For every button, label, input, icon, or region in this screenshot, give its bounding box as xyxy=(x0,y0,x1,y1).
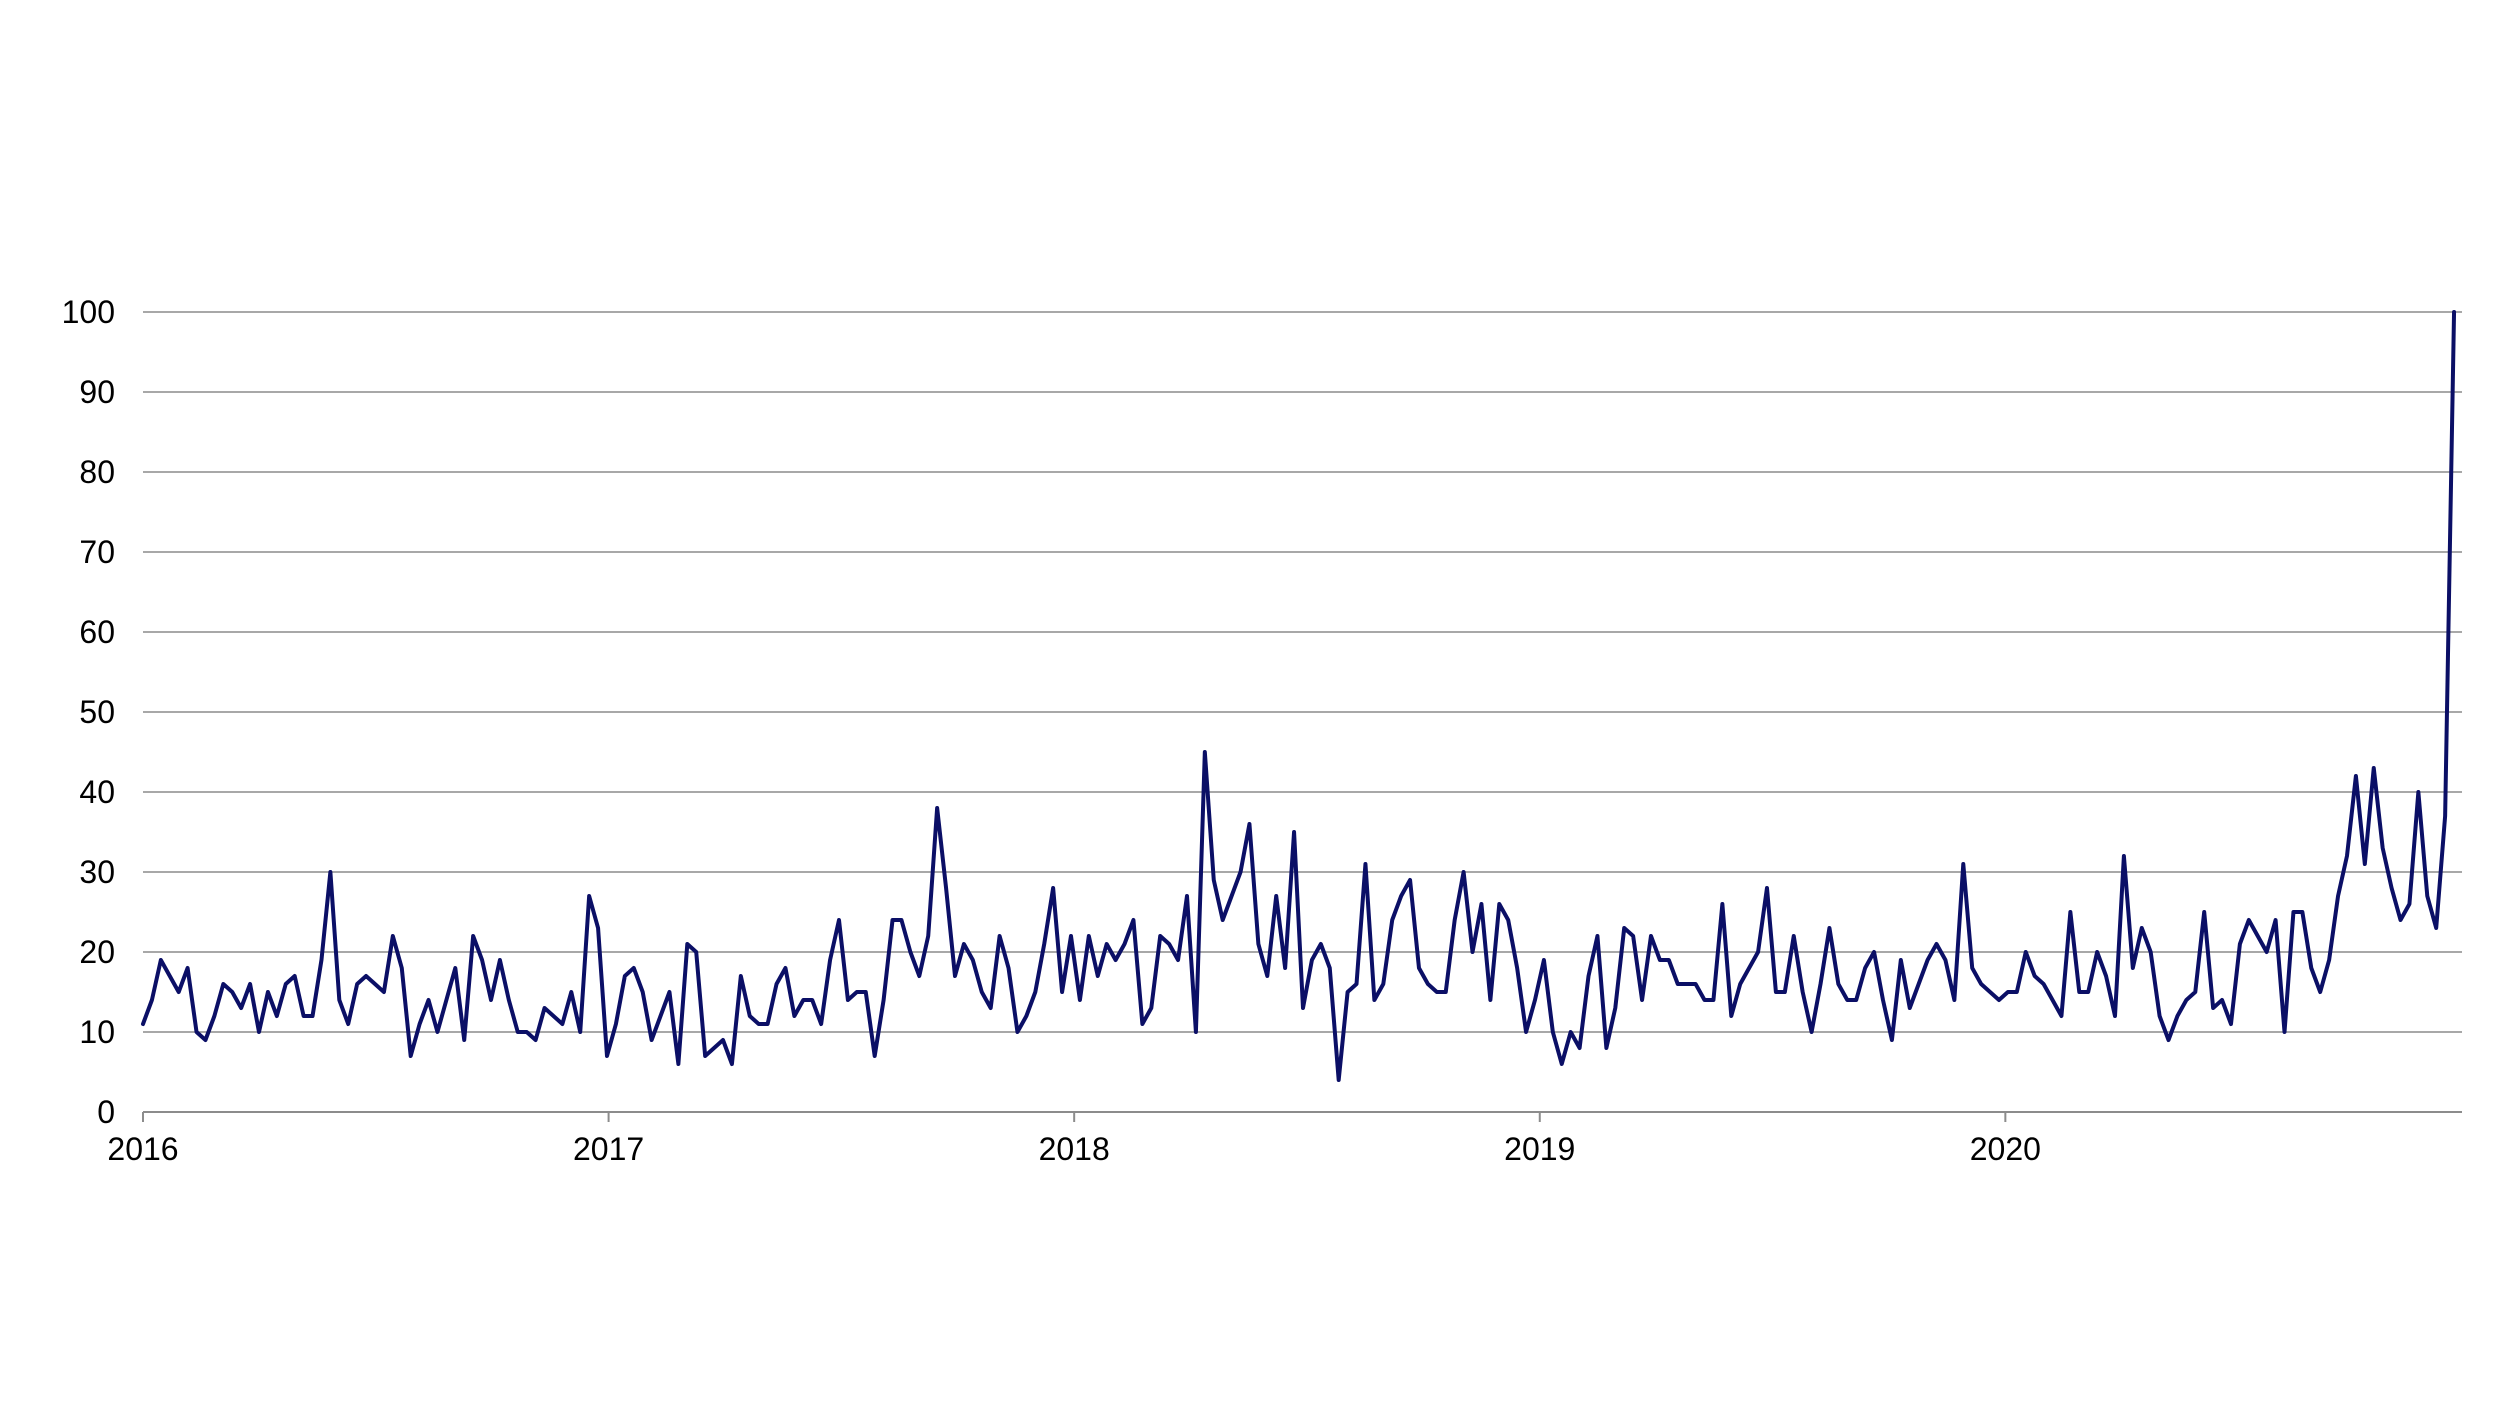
x-tick-label-2016: 2016 xyxy=(107,1131,178,1167)
x-tick-label-2020: 2020 xyxy=(1970,1131,2041,1167)
y-tick-label-80: 80 xyxy=(79,454,115,490)
x-tick-label-2018: 2018 xyxy=(1039,1131,1110,1167)
x-tick-labels: 2016 2017 2018 2019 2020 xyxy=(107,1131,2041,1167)
y-tick-label-100: 100 xyxy=(62,294,115,330)
y-tick-label-70: 70 xyxy=(79,534,115,570)
series-lines xyxy=(141,310,2457,1082)
axes xyxy=(142,1111,2462,1122)
y-tick-label-60: 60 xyxy=(79,614,115,650)
y-tick-labels: 0 10 20 30 40 50 60 70 80 90 100 xyxy=(62,294,115,1130)
x-tick-label-2019: 2019 xyxy=(1504,1131,1575,1167)
y-tick-label-0: 0 xyxy=(97,1094,115,1130)
y-tick-label-40: 40 xyxy=(79,774,115,810)
gridlines xyxy=(143,311,2462,1033)
x-tick-label-2017: 2017 xyxy=(573,1131,644,1167)
y-tick-label-30: 30 xyxy=(79,854,115,890)
y-tick-label-10: 10 xyxy=(79,1014,115,1050)
y-tick-label-20: 20 xyxy=(79,934,115,970)
series-line-1 xyxy=(141,310,2457,1082)
y-tick-label-50: 50 xyxy=(79,694,115,730)
y-tick-label-90: 90 xyxy=(79,374,115,410)
